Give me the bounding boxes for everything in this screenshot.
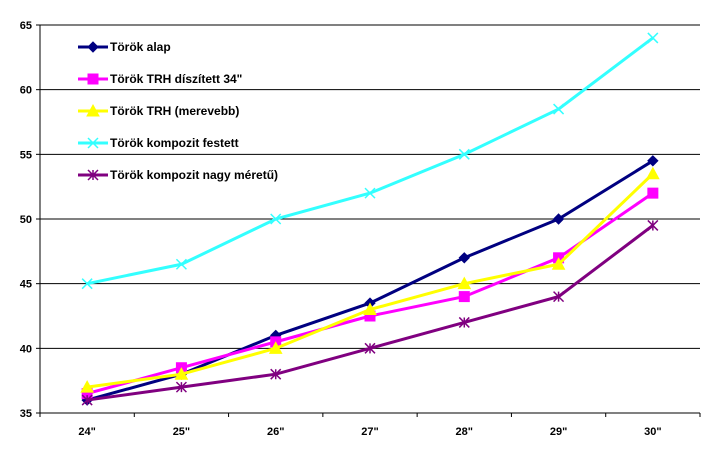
- legend-marker: [87, 41, 99, 53]
- data-point-triangle: [174, 367, 189, 380]
- legend-item: Török TRH (merevebb): [78, 103, 239, 118]
- x-tick-label: 27": [361, 426, 378, 438]
- series-line: [86, 159, 654, 402]
- y-tick-label: 35: [20, 408, 32, 420]
- data-point-star: [647, 219, 659, 231]
- data-point-square: [647, 187, 659, 199]
- data-point-x: [647, 32, 659, 44]
- data-point-x: [553, 103, 565, 115]
- series-lines: [80, 32, 660, 406]
- data-point-diamond: [647, 155, 659, 167]
- series-line: [86, 191, 654, 396]
- series-3: [80, 166, 660, 393]
- data-point-diamond: [552, 213, 565, 225]
- data-point-x: [270, 213, 282, 225]
- legend-marker: [86, 103, 100, 117]
- x-tick-label: 26": [267, 426, 284, 438]
- data-point-x: [175, 258, 187, 270]
- legend-label: Török kompozit festett: [110, 136, 239, 150]
- data-point-triangle: [457, 276, 472, 290]
- series-line: [86, 172, 654, 389]
- data-point-square: [458, 291, 470, 303]
- legend-label: Török TRH díszített 34": [110, 72, 242, 86]
- y-tick-label: 55: [20, 149, 32, 161]
- x-tick-label: 30": [644, 426, 661, 438]
- x-tick-label: 29": [550, 426, 567, 438]
- legend-item: Török kompozit festett: [78, 136, 239, 150]
- data-point-x: [81, 278, 93, 290]
- legend-marker: [87, 169, 99, 181]
- data-point-star: [364, 342, 376, 354]
- data-point-triangle: [551, 257, 566, 270]
- data-point-star: [81, 394, 93, 406]
- legend-marker: [87, 137, 99, 149]
- legend-item: Török kompozit nagy méretű): [78, 168, 278, 182]
- data-point-x: [364, 187, 376, 199]
- gridlines: [40, 24, 700, 349]
- legend-marker: [87, 73, 99, 85]
- data-point-triangle: [268, 341, 283, 354]
- legend-label: Török alap: [110, 40, 171, 54]
- data-point-x: [458, 148, 470, 160]
- legend-label: Török TRH (merevebb): [110, 104, 239, 118]
- series-5: [81, 219, 659, 406]
- data-point-star: [553, 291, 565, 303]
- data-point-star: [270, 368, 282, 380]
- data-point-triangle: [646, 166, 660, 180]
- data-point-triangle: [363, 302, 377, 316]
- legend-item: Török TRH díszített 34": [78, 72, 242, 86]
- x-tick-label: 24": [78, 426, 95, 438]
- series-4: [81, 32, 659, 290]
- y-tick-label: 45: [20, 279, 32, 291]
- legend-label: Török kompozit nagy méretű): [110, 168, 278, 182]
- data-point-diamond: [458, 252, 470, 264]
- series-2: [81, 187, 659, 400]
- data-point-star: [175, 381, 187, 393]
- x-tick-label: 28": [456, 426, 473, 438]
- y-tick-label: 60: [20, 85, 32, 97]
- legend-item: Török alap: [78, 40, 171, 54]
- data-point-triangle: [80, 380, 94, 393]
- y-tick-label: 65: [20, 20, 32, 32]
- legend: Török alap Török TRH díszített 34" Török T…: [78, 40, 278, 182]
- y-tick-label: 50: [20, 214, 32, 226]
- axes: 35 40 45 50 55 60 65 24" 25" 26" 27" 28" 29" 30": [20, 20, 701, 438]
- y-tick-label: 40: [20, 343, 32, 355]
- data-point-star: [458, 316, 470, 328]
- x-tick-label: 25": [173, 426, 190, 438]
